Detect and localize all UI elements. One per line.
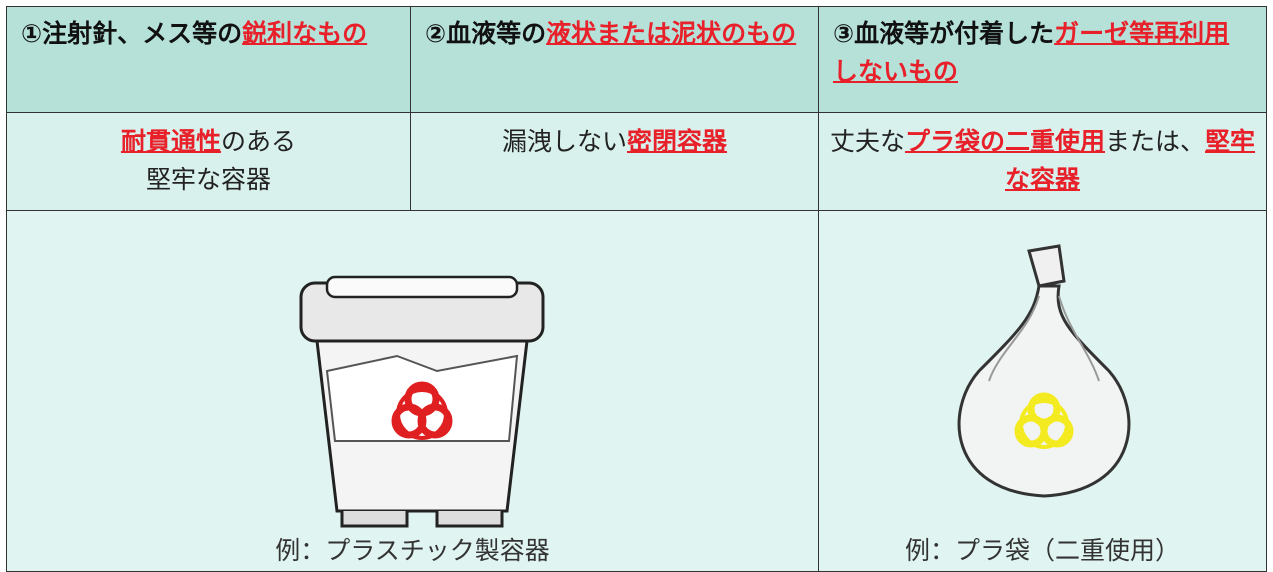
container-text: のある <box>221 127 297 156</box>
box-illustration <box>299 275 545 528</box>
container-highlight: プラ袋の二重使用 <box>904 127 1105 156</box>
table: ①注射針、メス等の鋭利なもの ②血液等の液状または泥状のもの ③血液等が付着した… <box>6 6 1267 572</box>
container-cell: 漏洩しない密閉容器 <box>410 112 819 211</box>
header-highlight: ガーゼ等再利用しないもの <box>833 19 1230 86</box>
example-cell: 例：プラスチック製容器 <box>6 210 819 572</box>
header-cell: ②血液等の液状または泥状のもの <box>410 6 819 113</box>
header-text: ③血液等が付着した <box>833 19 1055 48</box>
container-cell: 耐貫通性のある堅牢な容器 <box>6 112 411 211</box>
header-text: ②血液等の <box>425 19 547 48</box>
container-text: 丈夫な <box>829 127 905 156</box>
example-label: 例：プラ袋（二重使用） <box>904 536 1180 565</box>
container-highlight: 耐貫通性 <box>120 127 221 156</box>
example-cell: 例：プラ袋（二重使用） <box>818 210 1267 572</box>
container-text: 漏洩しない <box>501 127 627 156</box>
bag-illustration <box>957 244 1131 498</box>
header-highlight: 液状または泥状のもの <box>546 19 797 48</box>
header-cell: ③血液等が付着したガーゼ等再利用しないもの <box>818 6 1267 113</box>
container-highlight: 密閉容器 <box>627 127 728 156</box>
header-text: ①注射針、メス等の <box>21 19 243 48</box>
container-text: 堅牢な容器 <box>145 165 271 194</box>
container-highlight: 堅牢な容器 <box>1004 127 1256 194</box>
container-cell: 丈夫なプラ袋の二重使用または、堅牢な容器 <box>818 112 1267 211</box>
example-label: 例：プラスチック製容器 <box>275 536 550 565</box>
header-highlight: 鋭利なもの <box>242 19 368 48</box>
header-cell: ①注射針、メス等の鋭利なもの <box>6 6 411 113</box>
container-text: または、 <box>1105 127 1206 156</box>
